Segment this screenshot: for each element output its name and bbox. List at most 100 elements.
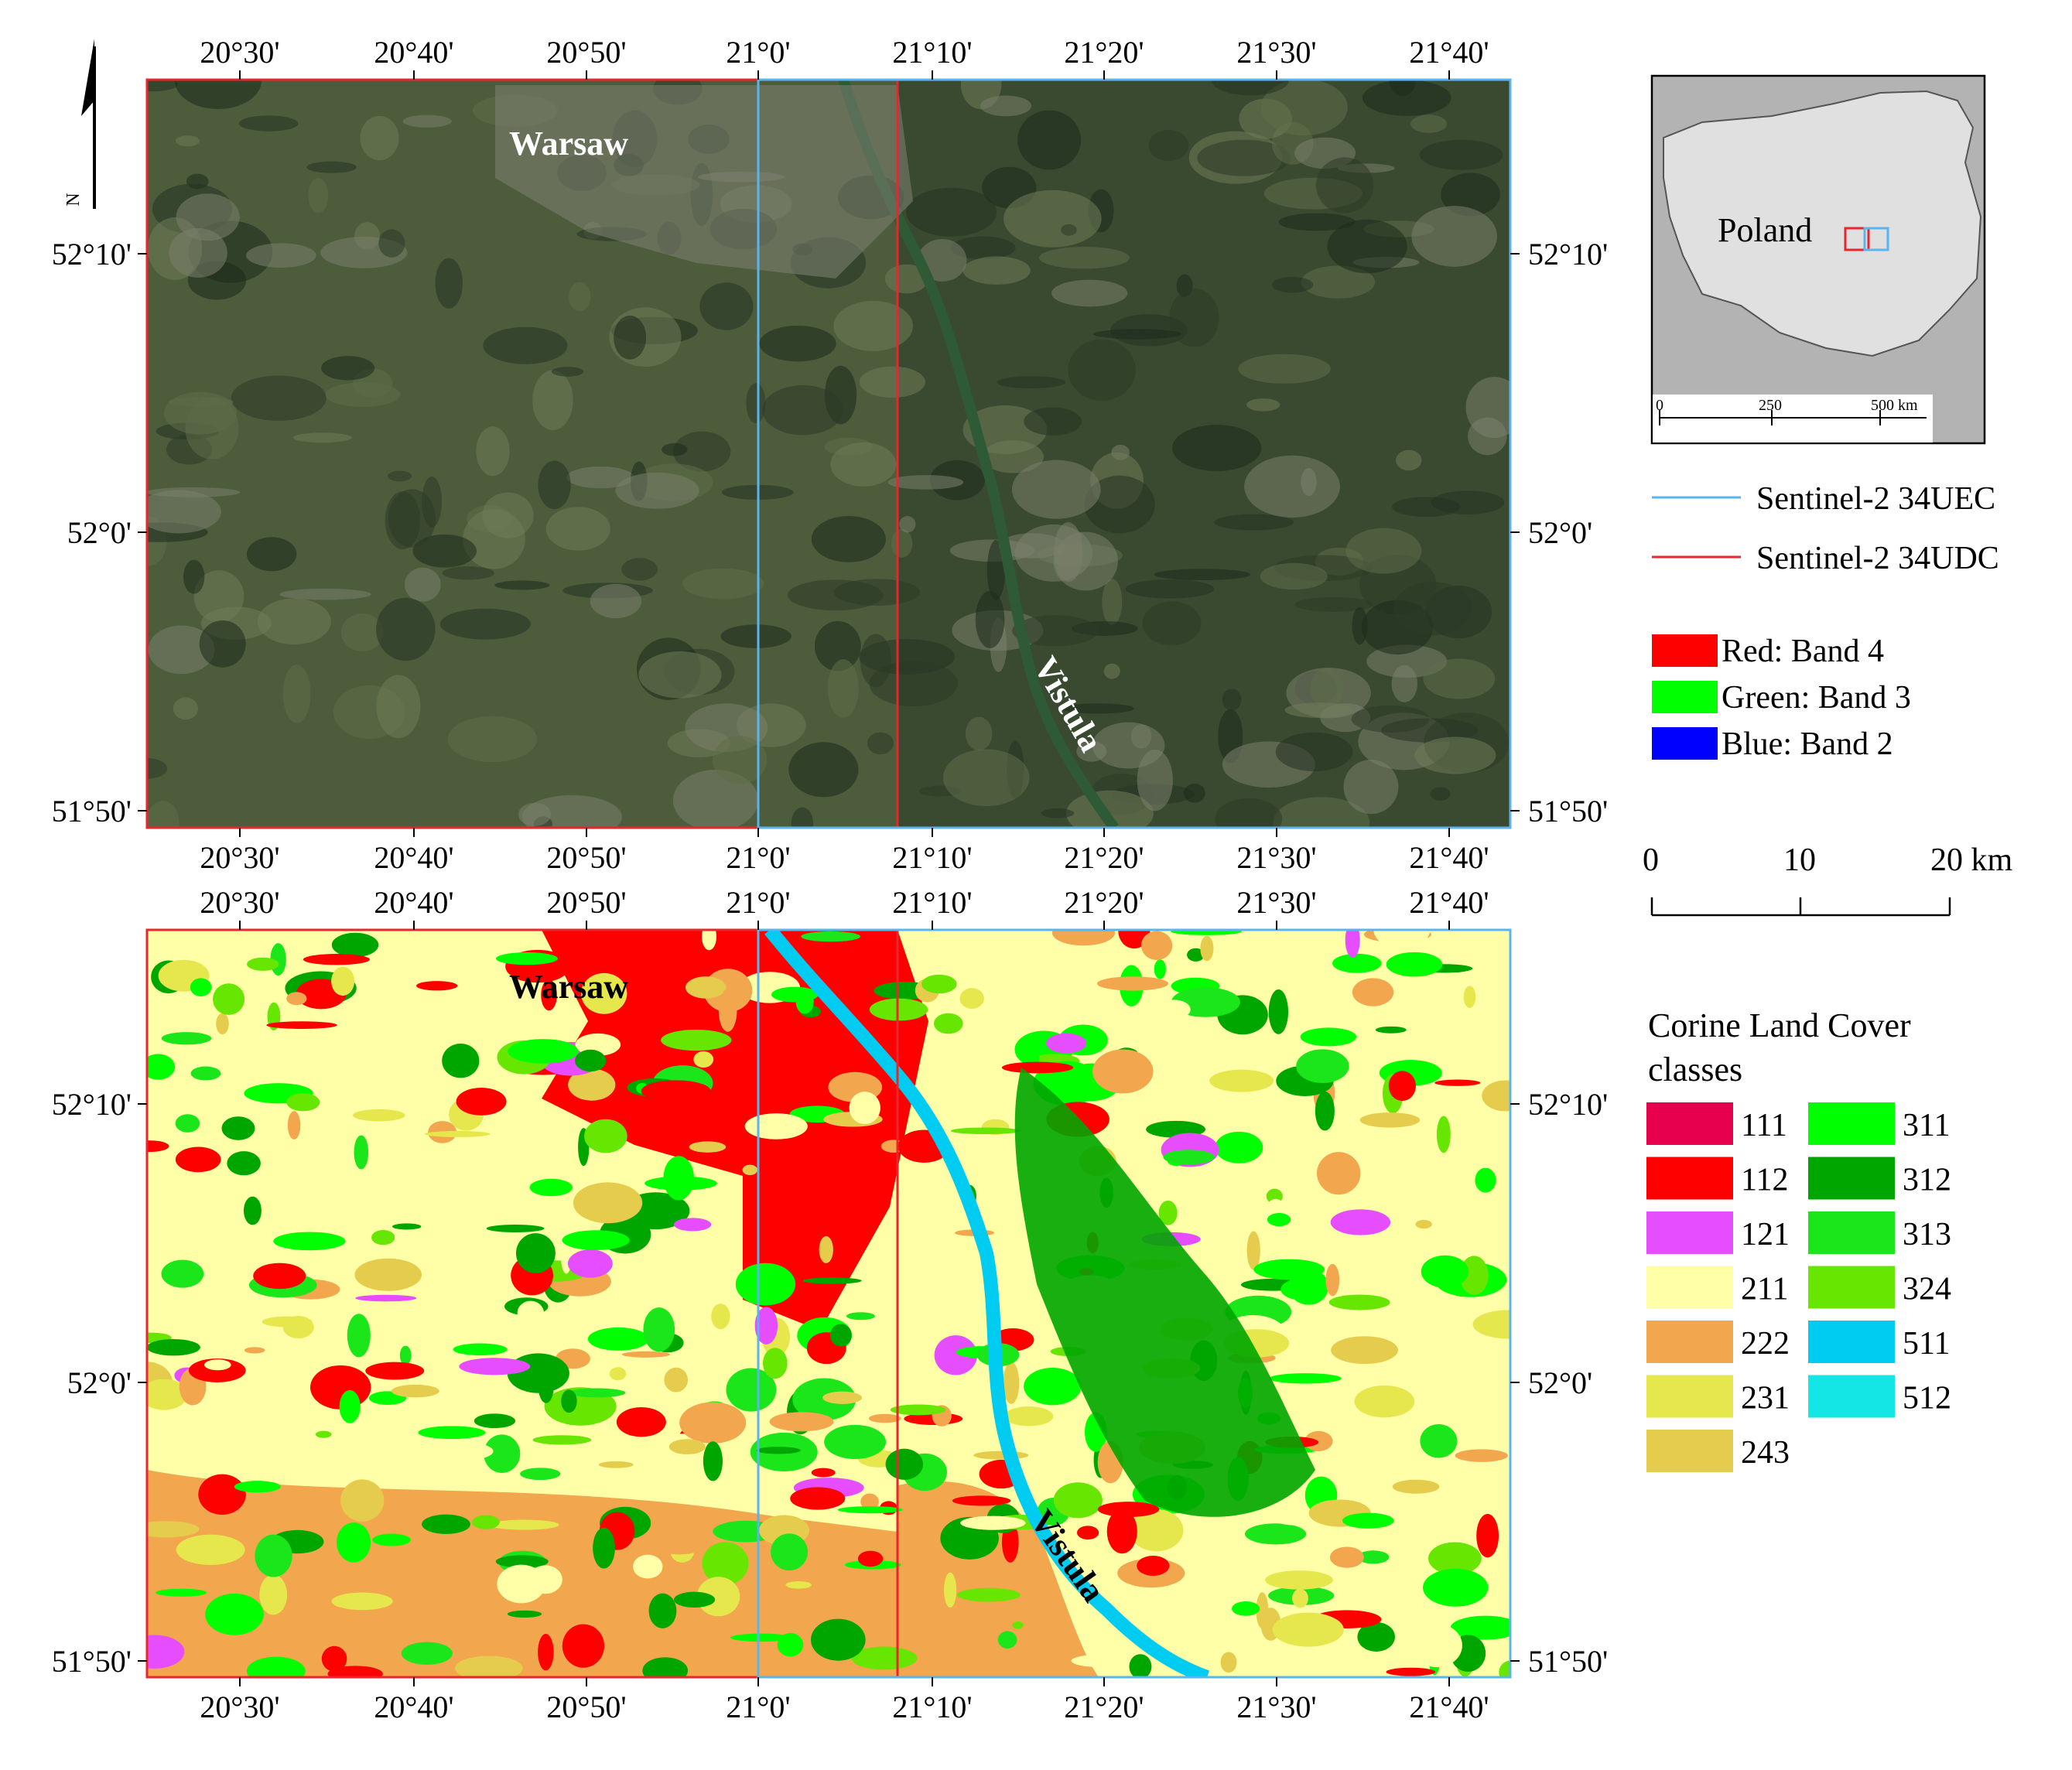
satellite-patch: [279, 588, 371, 600]
x-tick-label-bottom: 21°30': [1236, 840, 1316, 875]
band-swatch-blue: [1652, 727, 1718, 760]
x-tick-label-bottom: 21°40': [1409, 840, 1489, 875]
clc-patch: [391, 1384, 439, 1398]
clc-patch: [190, 978, 212, 997]
satellite-patch: [1260, 80, 1348, 136]
satellite-patch: [147, 80, 179, 92]
satellite-patch: [997, 376, 1066, 389]
satellite-patch: [439, 608, 531, 640]
satellite-patch: [1260, 562, 1328, 590]
satellite-patch: [791, 807, 814, 828]
clc-patch: [1071, 1654, 1135, 1668]
satellite-patch: [147, 487, 241, 497]
north-arrow-label: N: [63, 193, 84, 206]
satellite-patch: [590, 583, 642, 619]
x-tick-label-bottom: 21°10': [892, 840, 972, 875]
satellite-patch: [1315, 157, 1374, 214]
y-tick-label-right: 52°10': [1528, 1087, 1608, 1122]
satellite-patch: [986, 539, 1006, 600]
clc-patch: [802, 1277, 862, 1284]
clc-patch: [1096, 976, 1168, 991]
satellite-patch: [569, 282, 591, 312]
satellite-patch: [1103, 663, 1120, 679]
clc-patch: [355, 1294, 417, 1302]
x-tick-label-bottom: 21°0': [726, 1690, 790, 1724]
satellite-urban-area: [495, 85, 913, 278]
clc-patch: [822, 1391, 863, 1404]
clc-patch: [718, 989, 737, 1032]
tile-34uec-outline-top: [757, 78, 1512, 829]
clc-code-112: 112: [1741, 1163, 1788, 1198]
x-tick-label-bottom: 21°0': [726, 840, 790, 875]
clc-patch: [489, 1519, 559, 1530]
clc-patch: [1046, 1033, 1087, 1054]
clc-patch: [399, 1345, 412, 1365]
satellite-patch: [1051, 279, 1128, 307]
clc-patch: [287, 1111, 301, 1140]
clc-patch: [1442, 1188, 1465, 1215]
clc-patch: [259, 1574, 288, 1615]
satellite-patch: [884, 264, 928, 294]
satellite-patch: [1062, 703, 1134, 714]
satellite-patch: [1084, 475, 1155, 534]
satellite-patch: [1275, 732, 1353, 772]
satellite-patch: [551, 367, 584, 377]
satellite-patch: [306, 161, 357, 173]
satellite-patch: [199, 620, 246, 668]
satellite-patch: [1414, 736, 1496, 774]
satellite-patch: [387, 470, 412, 482]
clc-patch: [520, 1468, 561, 1481]
clc-legend-items: 111 112 121 211 222 231 243 311 312 313 324 511 512: [1646, 1102, 1951, 1472]
clc-patch: [1154, 959, 1166, 979]
clc-patch: [353, 1109, 405, 1122]
x-tick-label-bottom: 20°30': [200, 1690, 279, 1724]
clc-patch: [495, 1555, 549, 1568]
satellite-patch: [1041, 808, 1075, 818]
clc-patch: [561, 1389, 577, 1413]
clc-patch: [587, 1327, 649, 1351]
satellite-patch: [321, 356, 375, 381]
satellite-patch: [759, 325, 836, 362]
x-tick-label-top: 21°30': [1236, 885, 1316, 920]
clc-patch: [1463, 986, 1476, 1009]
clc-patch: [497, 1564, 546, 1604]
inset-scale-500: 500 km: [1871, 397, 1918, 414]
clc-patch: [417, 1497, 433, 1509]
inset-poland-shape: [1663, 90, 1982, 357]
satellite-patch: [1169, 288, 1219, 347]
satellite-patch: [1125, 579, 1215, 599]
scale-label-20: 20 km: [1930, 842, 2013, 878]
clc-patch: [429, 1441, 494, 1461]
clc-patch: [188, 1358, 246, 1382]
clc-patch: [1476, 1514, 1499, 1558]
clc-patch: [1280, 1278, 1326, 1300]
satellite-patch: [1148, 129, 1189, 162]
clc-patch: [205, 1593, 264, 1635]
clc-patch: [147, 1379, 188, 1410]
satellite-patch: [682, 568, 764, 600]
satellite-graticule: 20°30' 20°30' 20°40' 20°40' 20°50' 20°50' 21°0…: [52, 35, 1608, 875]
clc-patch: [1231, 1601, 1260, 1616]
clc-map: Warsaw Vistula 20°30'20°30'20°40'20°40'2…: [52, 885, 1608, 1724]
satellite-patch: [1137, 749, 1173, 812]
clc-swatch-512: [1808, 1375, 1895, 1418]
clc-patch: [1434, 1079, 1481, 1086]
clc-patch: [1300, 1027, 1357, 1047]
clc-patch: [1370, 1471, 1390, 1512]
y-tick-label-left: 51°50': [52, 1644, 132, 1679]
clc-patch: [508, 1039, 579, 1064]
satellite-patch: [183, 559, 205, 594]
clc-forest-east: [1014, 1068, 1315, 1517]
x-tick-label-bottom: 20°40': [374, 1690, 453, 1724]
x-tick-label-top: 20°30': [200, 885, 279, 920]
satellite-patch: [1171, 425, 1262, 472]
clc-patch: [567, 1249, 613, 1278]
clc-patch: [1265, 1570, 1334, 1590]
clc-patch: [442, 1044, 480, 1078]
satellite-patch: [376, 675, 421, 739]
clc-patch: [668, 1439, 706, 1455]
clc-patch: [365, 1362, 425, 1380]
clc-patch: [1428, 1542, 1482, 1575]
north-arrow: N: [63, 39, 96, 209]
clc-patch: [1328, 1294, 1390, 1310]
